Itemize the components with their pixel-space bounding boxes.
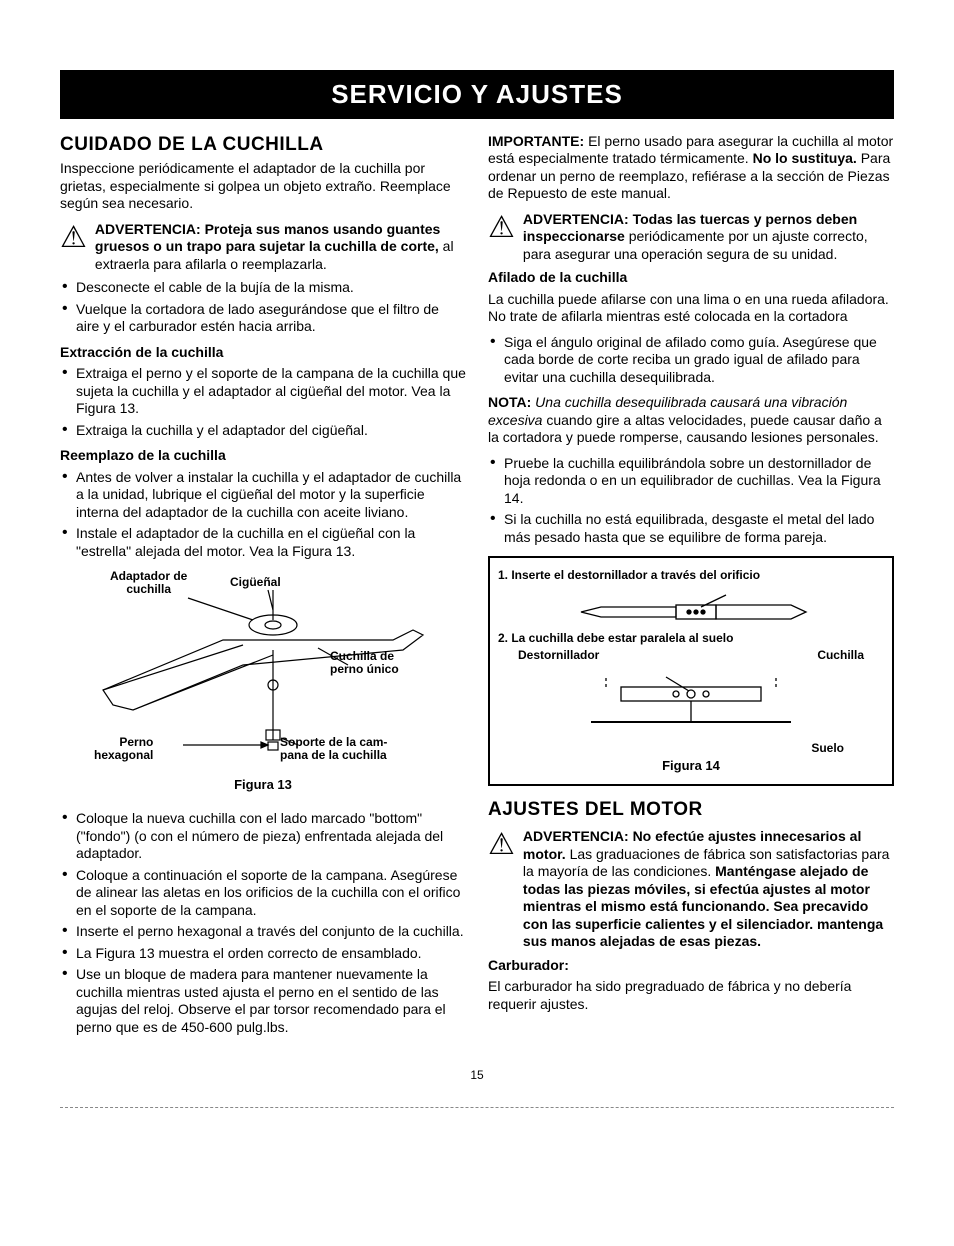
warning-icon: ⚠: [60, 223, 87, 253]
fig13-label-ciguenal: Cigüeñal: [230, 576, 281, 589]
list-item: Instale el adaptador de la cuchilla en e…: [60, 525, 466, 560]
figure-13: Adaptador de cuchilla Cigüeñal Cuchilla …: [60, 570, 466, 800]
bullet-list-1: Desconecte el cable de la bujía de la mi…: [60, 279, 466, 336]
two-column-layout: CUIDADO DE LA CUCHILLA Inspeccione perió…: [60, 133, 894, 1045]
list-item: La Figura 13 muestra el orden correcto d…: [60, 945, 466, 963]
heading-cuidado: CUIDADO DE LA CUCHILLA: [60, 133, 466, 157]
importante-bold2: No lo sustituya.: [753, 150, 857, 166]
warning-block-1: ⚠ ADVERTENCIA: Proteja sus manos usando …: [60, 221, 466, 274]
nota-paragraph: NOTA: Una cuchilla desequilibrada causar…: [488, 394, 894, 447]
heading-ajustes: AJUSTES DEL MOTOR: [488, 798, 894, 822]
warning-block-3: ⚠ ADVERTENCIA: No efectúe ajustes innece…: [488, 828, 894, 951]
subhead-afilado: Afilado de la cuchilla: [488, 269, 894, 287]
fig14-label-cuch: Cuchilla: [817, 648, 864, 663]
list-item: Extraiga la cuchilla y el adaptador del …: [60, 422, 466, 440]
fig14-step2: 2. La cuchilla debe estar paralela al su…: [498, 631, 884, 646]
subhead-carburador: Carburador:: [488, 957, 894, 975]
list-item: Coloque la nueva cuchilla con el lado ma…: [60, 810, 466, 863]
list-item: Inserte el perno hexagonal a través del …: [60, 923, 466, 941]
fig13-label-perno: Perno hexagonal: [94, 736, 153, 762]
list-item: Extraiga el perno y el soporte de la cam…: [60, 365, 466, 418]
warning-text-2: ADVERTENCIA: Todas las tuercas y pernos …: [523, 211, 894, 264]
list-item: Desconecte el cable de la bujía de la mi…: [60, 279, 466, 297]
fig13-label-cuchilla: Cuchilla de perno único: [330, 650, 399, 676]
bullet-list-6: Pruebe la cuchilla equilibrándola sobre …: [488, 455, 894, 547]
afilado-paragraph: La cuchilla puede afilarse con una lima …: [488, 291, 894, 326]
fig14-caption: Figura 14: [498, 758, 884, 774]
importante-paragraph: IMPORTANTE: El perno usado para asegurar…: [488, 133, 894, 203]
bullet-list-4: Coloque la nueva cuchilla con el lado ma…: [60, 810, 466, 1036]
fig14-label-suelo: Suelo: [498, 741, 884, 756]
bullet-list-3: Antes de volver a instalar la cuchilla y…: [60, 469, 466, 561]
nota-rest: cuando gire a altas velocidades, puede c…: [488, 412, 882, 446]
warning-text-3: ADVERTENCIA: No efectúe ajustes innecesa…: [523, 828, 894, 951]
subhead-extraccion: Extracción de la cuchilla: [60, 344, 466, 362]
warning-block-2: ⚠ ADVERTENCIA: Todas las tuercas y perno…: [488, 211, 894, 264]
fig13-caption: Figura 13: [60, 777, 466, 793]
fig14-label-dest: Destornillador: [518, 648, 599, 663]
section-banner: SERVICIO Y AJUSTES: [60, 70, 894, 119]
list-item: Use un bloque de madera para mantener nu…: [60, 966, 466, 1036]
list-item: Siga el ángulo original de afilado como …: [488, 334, 894, 387]
fig14-svg-top: [561, 587, 821, 627]
list-item: Si la cuchilla no está equilibrada, desg…: [488, 511, 894, 546]
fig14-svg-bottom: [561, 667, 821, 737]
warning-icon: ⚠: [488, 213, 515, 243]
intro-paragraph: Inspeccione periódicamente el adaptador …: [60, 160, 466, 213]
fig13-label-adaptador: Adaptador de cuchilla: [110, 570, 187, 596]
carburador-paragraph: El carburador ha sido pregraduado de fáb…: [488, 978, 894, 1013]
right-column: IMPORTANTE: El perno usado para asegurar…: [488, 133, 894, 1045]
list-item: Pruebe la cuchilla equilibrándola sobre …: [488, 455, 894, 508]
subhead-reemplazo: Reemplazo de la cuchilla: [60, 447, 466, 465]
list-item: Coloque a continuación el soporte de la …: [60, 867, 466, 920]
nota-bold: NOTA:: [488, 394, 531, 410]
left-column: CUIDADO DE LA CUCHILLA Inspeccione perió…: [60, 133, 466, 1045]
warning-text-1: ADVERTENCIA: Proteja sus manos usando gu…: [95, 221, 466, 274]
list-item: Antes de volver a instalar la cuchilla y…: [60, 469, 466, 522]
warning-icon: ⚠: [488, 830, 515, 860]
warn1-bold: ADVERTENCIA: Proteja sus manos usando gu…: [95, 221, 440, 255]
page-number: 15: [60, 1068, 894, 1083]
footer-divider: [60, 1107, 894, 1108]
importante-bold1: IMPORTANTE:: [488, 133, 584, 149]
fig14-step1: 1. Inserte el destornillador a través de…: [498, 568, 884, 583]
figure-14: 1. Inserte el destornillador a través de…: [488, 556, 894, 786]
fig14-labels-row: Destornillador Cuchilla: [498, 648, 884, 663]
bullet-list-5: Siga el ángulo original de afilado como …: [488, 334, 894, 387]
bullet-list-2: Extraiga el perno y el soporte de la cam…: [60, 365, 466, 439]
list-item: Vuelque la cortadora de lado asegurándos…: [60, 301, 466, 336]
fig13-label-soporte: Soporte de la cam- pana de la cuchilla: [280, 736, 387, 762]
